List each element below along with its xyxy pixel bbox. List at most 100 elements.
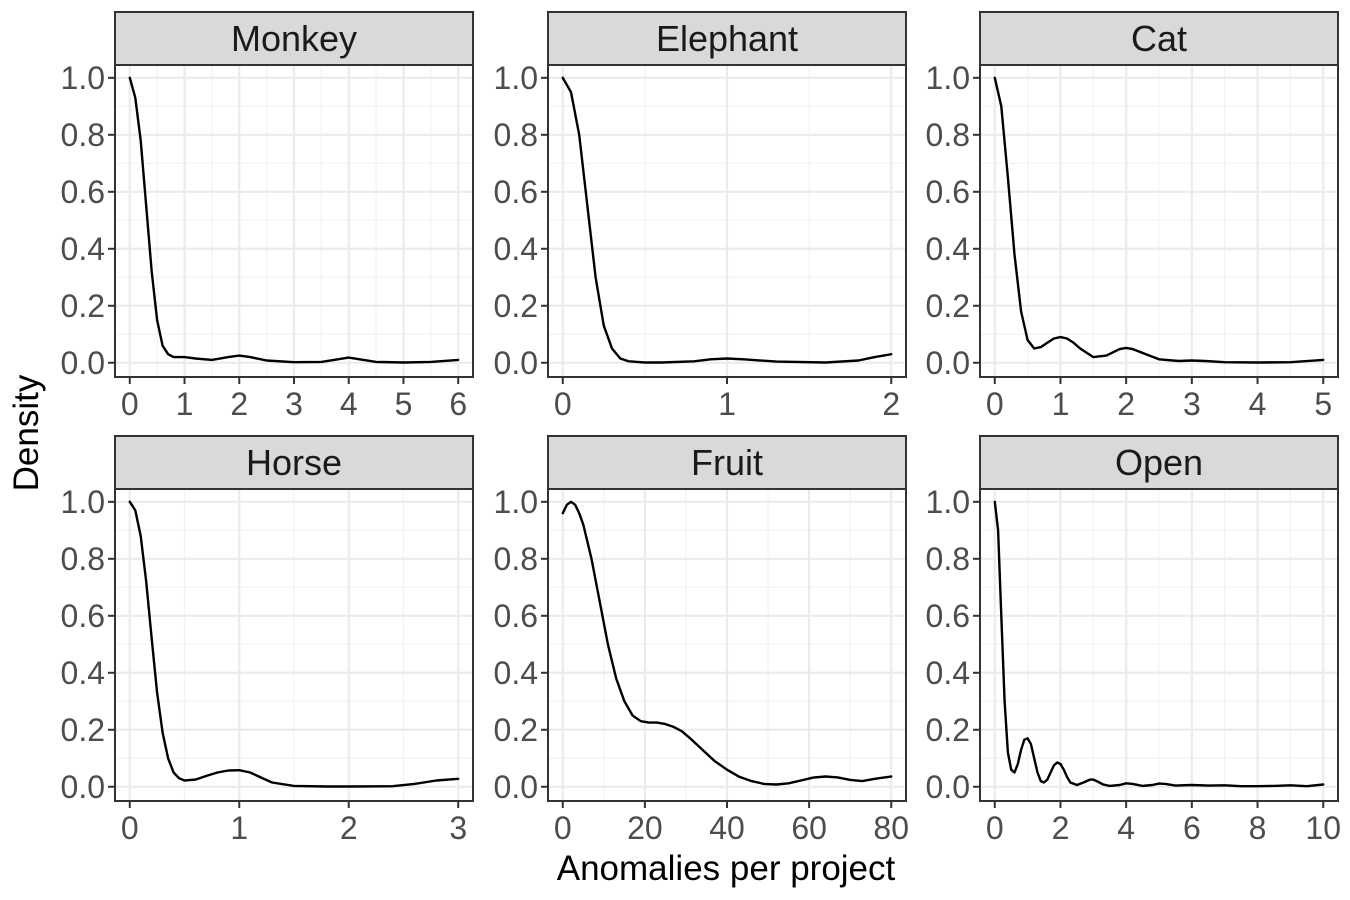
x-tick-label: 1: [176, 386, 194, 422]
y-tick-label: 0.4: [926, 231, 970, 267]
y-tick-label: 0.8: [61, 117, 105, 153]
x-tick-label: 2: [1117, 386, 1135, 422]
x-tick-label: 4: [1249, 386, 1267, 422]
y-tick-label: 0.8: [926, 541, 970, 577]
y-tick-label: 1.0: [494, 484, 538, 520]
panel-open: Open 0.0 0.2 0.4 0.6 0.8 1.0 0 2 4 6 8 10: [926, 435, 1341, 846]
x-tick-label: 3: [1183, 386, 1201, 422]
x-tick-label: 3: [285, 386, 303, 422]
x-tick-label: 20: [627, 810, 663, 846]
x-axis-title: Anomalies per project: [557, 849, 896, 888]
y-tick-label: 0.0: [926, 345, 970, 381]
x-tick-label: 2: [882, 386, 900, 422]
grid-cat: [980, 65, 1338, 377]
y-tick-label: 0.2: [494, 712, 538, 748]
y-tick-label: 0.6: [494, 174, 538, 210]
strip-label-horse: Horse: [246, 442, 342, 483]
y-tick-label: 0.4: [61, 231, 105, 267]
y-tick-label: 0.0: [926, 769, 970, 805]
y-tick-label: 0.2: [61, 288, 105, 324]
x-tick-label: 0: [121, 810, 139, 846]
y-tick-label: 0.6: [926, 174, 970, 210]
strip-label-elephant: Elephant: [656, 18, 798, 59]
x-tick-label: 0: [554, 810, 572, 846]
y-tick-label: 0.4: [494, 231, 538, 267]
y-tick-label: 0.4: [926, 655, 970, 691]
y-tick-label: 0.8: [61, 541, 105, 577]
x-tick-label: 0: [554, 386, 572, 422]
density-line-fruit: [561, 500, 893, 786]
y-tick-label: 0.0: [494, 345, 538, 381]
x-tick-label: 40: [709, 810, 745, 846]
density-line-elephant: [561, 76, 893, 364]
density-line-horse: [128, 500, 460, 788]
panel-cat: Cat 0.0 0.2 0.4 0.6 0.8 1.0 0 1 2 3 4 5: [926, 11, 1339, 422]
y-tick-label: 0.6: [61, 174, 105, 210]
strip-monkey: [114, 11, 474, 66]
y-tick-label: 0.4: [494, 655, 538, 691]
y-tick-label: 0.8: [926, 117, 970, 153]
y-tick-label: 0.6: [61, 598, 105, 634]
strip-fruit: [547, 435, 907, 490]
y-tick-label: 0.2: [494, 288, 538, 324]
grid-fruit: [548, 489, 906, 801]
y-axis-title: Density: [7, 374, 46, 491]
x-tick-label: 6: [1183, 810, 1201, 846]
y-tick-label: 0.4: [61, 655, 105, 691]
y-tick-label: 0.8: [494, 541, 538, 577]
y-tick-label: 0.0: [61, 769, 105, 805]
x-tick-label: 8: [1249, 810, 1267, 846]
x-tick-label: 0: [986, 810, 1004, 846]
x-tick-label: 0: [121, 386, 139, 422]
y-tick-label: 0.2: [926, 712, 970, 748]
panel-border-cat: [979, 64, 1339, 378]
grid-elephant: [548, 65, 906, 377]
y-tick-label: 1.0: [926, 60, 970, 96]
y-tick-label: 0.6: [926, 598, 970, 634]
x-tick-label: 2: [340, 810, 358, 846]
x-tick-label: 6: [449, 386, 467, 422]
x-tick-label: 4: [340, 386, 358, 422]
strip-label-open: Open: [1115, 442, 1203, 483]
x-tick-label: 1: [1052, 386, 1070, 422]
y-tick-label: 0.2: [926, 288, 970, 324]
density-line-cat: [993, 76, 1325, 364]
x-tick-label: 2: [1052, 810, 1070, 846]
strip-open: [979, 435, 1339, 490]
x-tick-label: 2: [230, 386, 248, 422]
y-tick-label: 0.2: [61, 712, 105, 748]
strip-label-fruit: Fruit: [691, 442, 763, 483]
panel-border-horse: [114, 488, 474, 802]
y-tick-label: 1.0: [61, 60, 105, 96]
panel-fruit: Fruit 0.0 0.2 0.4 0.6 0.8 1.0 0 20 40 60 80: [494, 435, 909, 846]
y-tick-label: 0.0: [494, 769, 538, 805]
x-tick-label: 0: [986, 386, 1004, 422]
grid-monkey: [115, 65, 473, 377]
y-tick-label: 0.8: [494, 117, 538, 153]
x-tick-label: 80: [873, 810, 909, 846]
x-tick-label: 1: [230, 810, 248, 846]
x-tick-label: 60: [791, 810, 827, 846]
y-tick-label: 0.6: [494, 598, 538, 634]
x-tick-label: 1: [718, 386, 736, 422]
x-tick-label: 10: [1305, 810, 1341, 846]
panel-elephant: Elephant 0.0 0.2 0.4 0.6 0.8 1.0 0 1 2: [494, 11, 907, 422]
panel-border-open: [979, 488, 1339, 802]
x-tick-label: 5: [1314, 386, 1332, 422]
grid-open: [980, 489, 1338, 801]
strip-label-monkey: Monkey: [231, 18, 357, 59]
density-line-monkey: [128, 76, 460, 364]
density-line-open: [993, 500, 1325, 788]
x-tick-label: 3: [449, 810, 467, 846]
y-tick-label: 1.0: [926, 484, 970, 520]
strip-label-cat: Cat: [1131, 18, 1187, 59]
y-tick-label: 1.0: [494, 60, 538, 96]
strip-elephant: [547, 11, 907, 66]
x-tick-label: 5: [395, 386, 413, 422]
y-tick-label: 1.0: [61, 484, 105, 520]
panel-horse: Horse 0.0 0.2 0.4 0.6 0.8 1.0 0 1 2 3: [61, 435, 474, 846]
x-tick-label: 4: [1117, 810, 1135, 846]
